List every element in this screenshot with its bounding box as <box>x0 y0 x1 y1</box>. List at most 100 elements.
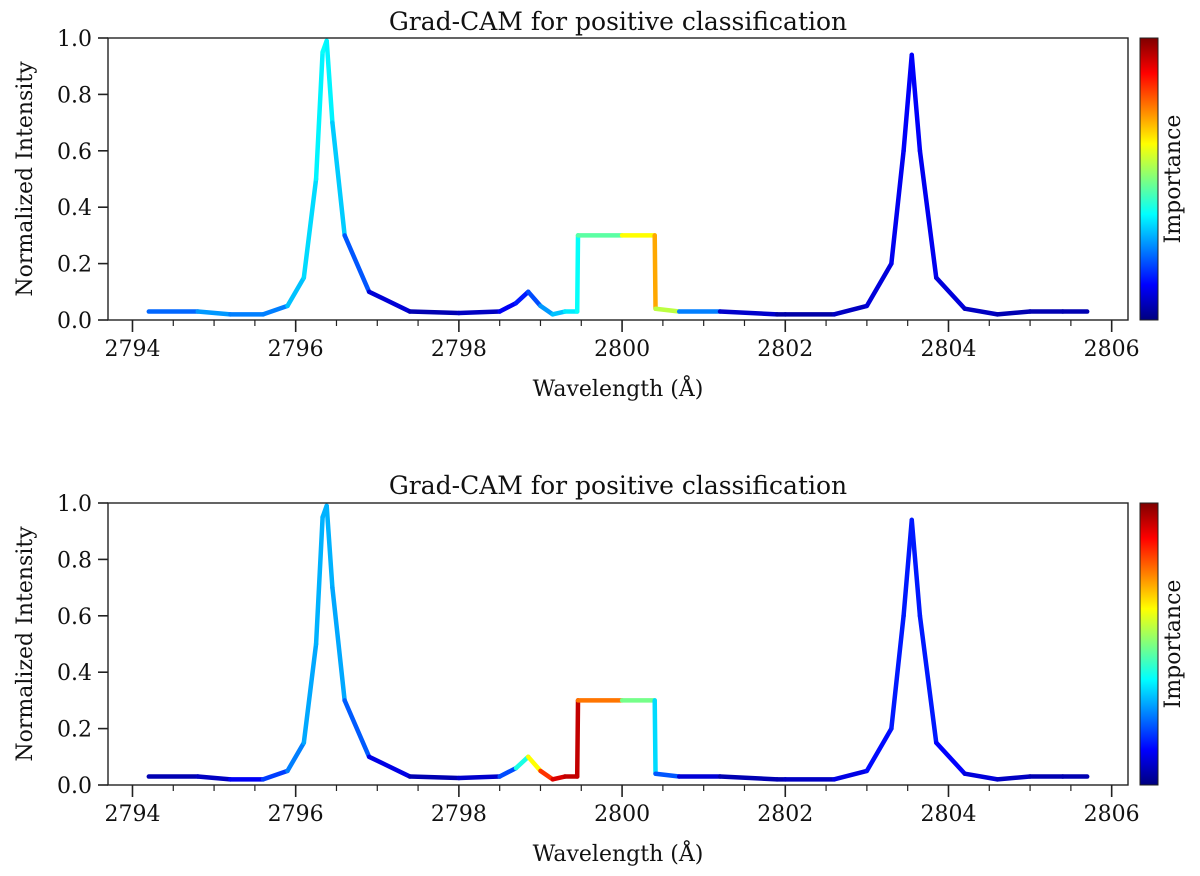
series-segment <box>497 765 519 779</box>
series-segment <box>717 774 780 782</box>
series-segment <box>653 306 682 314</box>
series-segment <box>901 52 915 154</box>
x-tick-label: 2806 <box>1084 802 1140 827</box>
series-segment <box>962 306 1000 317</box>
y-tick-label: 0.0 <box>57 774 92 799</box>
series-segment <box>864 261 894 309</box>
y-tick-label: 0.2 <box>57 718 92 743</box>
series-segment <box>933 740 968 776</box>
x-tick-label: 2794 <box>104 802 160 827</box>
chart-panel-bottom: Grad-CAM for positive classification 2794… <box>13 471 1186 867</box>
series-segment <box>497 300 519 314</box>
series-segment <box>652 233 658 311</box>
series-segment <box>717 309 780 317</box>
series-segment <box>513 754 531 771</box>
series-segment <box>407 309 462 316</box>
series-segment <box>366 754 413 779</box>
series-segment <box>889 148 906 266</box>
series-segment <box>525 754 543 774</box>
series-segment <box>324 503 335 590</box>
series-segment <box>909 52 923 154</box>
series-segment <box>301 176 319 280</box>
x-tick-label: 2798 <box>431 337 487 362</box>
series-segment <box>313 49 325 182</box>
series-segment <box>195 774 233 782</box>
series-segment <box>285 275 307 309</box>
series-segment <box>513 289 531 306</box>
series-spectrum <box>146 503 1090 782</box>
series-segment <box>260 768 290 782</box>
series-segment <box>366 289 413 314</box>
x-tick-label: 2800 <box>594 802 650 827</box>
series-segment <box>330 120 347 238</box>
x-tick-label: 2804 <box>920 337 976 362</box>
series-segment <box>538 303 555 317</box>
series-segment <box>652 698 658 776</box>
series-segment <box>285 740 307 774</box>
series-segment <box>831 303 870 317</box>
colorbar <box>1139 502 1159 786</box>
colorbar-label: Importance <box>1161 580 1186 709</box>
series-segment <box>574 698 581 779</box>
plot-frame <box>107 502 1129 786</box>
y-tick-label: 1.0 <box>57 27 92 52</box>
series-segment <box>342 233 372 295</box>
series-segment <box>330 585 347 703</box>
x-tick-label: 2806 <box>1084 337 1140 362</box>
y-tick-label: 0.0 <box>57 309 92 334</box>
series-segment <box>889 613 906 731</box>
series-segment <box>653 771 682 779</box>
series-segment <box>901 517 915 619</box>
series-segment <box>313 514 325 647</box>
plot-frame <box>107 37 1129 321</box>
series-segment <box>301 641 319 745</box>
series-segment <box>574 233 581 314</box>
y-tick-label: 0.8 <box>57 83 92 108</box>
series-segment <box>456 309 502 316</box>
series-spectrum <box>146 38 1090 317</box>
x-tick-label: 2796 <box>268 802 324 827</box>
y-axis-label: Normalized Intensity <box>13 61 38 297</box>
series-segment <box>260 303 290 317</box>
x-tick-label: 2794 <box>104 337 160 362</box>
y-tick-label: 0.6 <box>57 140 92 165</box>
x-axis-label: Wavelength (Å) <box>533 839 704 867</box>
series-segment <box>831 768 870 782</box>
x-tick-label: 2796 <box>268 337 324 362</box>
series-segment <box>995 309 1033 317</box>
y-tick-label: 0.6 <box>57 605 92 630</box>
series-segment <box>864 726 894 774</box>
x-tick-label: 2802 <box>757 802 813 827</box>
colorbar-label: Importance <box>1161 115 1186 244</box>
series-segment <box>917 613 939 745</box>
series-segment <box>342 698 372 760</box>
x-axis-label: Wavelength (Å) <box>533 374 704 402</box>
series-segment <box>917 148 939 280</box>
series-segment <box>195 309 233 317</box>
colorbar <box>1139 37 1159 321</box>
series-segment <box>525 289 543 309</box>
series-segment <box>456 774 502 781</box>
chart-panel-top: Grad-CAM for positive classification 2794… <box>13 7 1186 402</box>
x-tick-label: 2802 <box>757 337 813 362</box>
series-segment <box>324 38 335 125</box>
y-tick-label: 1.0 <box>57 492 92 517</box>
x-tick-label: 2804 <box>920 802 976 827</box>
chart-title: Grad-CAM for positive classification <box>389 7 847 36</box>
series-segment <box>995 774 1033 782</box>
series-segment <box>538 768 555 782</box>
y-axis-label: Normalized Intensity <box>13 526 38 762</box>
y-tick-label: 0.4 <box>57 661 92 686</box>
y-tick-label: 0.2 <box>57 253 92 278</box>
series-segment <box>407 774 462 781</box>
y-tick-label: 0.4 <box>57 196 92 221</box>
y-tick-label: 0.8 <box>57 548 92 573</box>
series-segment <box>962 771 1000 782</box>
chart-title: Grad-CAM for positive classification <box>389 471 847 500</box>
x-tick-label: 2798 <box>431 802 487 827</box>
x-tick-label: 2800 <box>594 337 650 362</box>
series-segment <box>933 275 968 311</box>
series-segment <box>909 517 923 619</box>
